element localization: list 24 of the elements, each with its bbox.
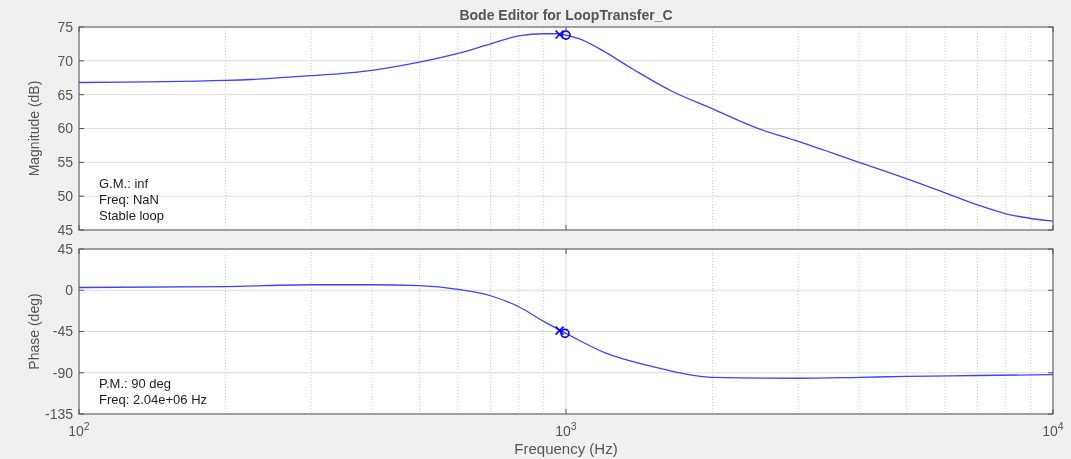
y-tick-label: 45 xyxy=(57,240,74,257)
y-tick-label: -45 xyxy=(52,323,74,340)
y-tick-label: 75 xyxy=(57,18,74,35)
y-tick-label: 45 xyxy=(57,221,74,238)
annotation: Freq: 2.04e+06 Hz xyxy=(99,392,208,407)
y-tick-label: 65 xyxy=(57,86,74,103)
annotation: P.M.: 90 deg xyxy=(99,376,172,391)
y-tick-label: -135 xyxy=(44,405,74,422)
y-tick-label: 60 xyxy=(57,120,74,137)
annotation: G.M.: inf xyxy=(99,176,149,191)
annotation: Freq: NaN xyxy=(99,192,159,207)
y-axis-title: Magnitude (dB) xyxy=(26,80,42,177)
x-tick-label: 10$^{3}$ xyxy=(555,420,577,439)
y-axis-title: Phase (deg) xyxy=(26,293,42,370)
x-tick-label: 10$^{2}$ xyxy=(68,420,90,439)
x-tick-label: 10$^{4}$ xyxy=(1042,420,1064,439)
y-tick-label: -90 xyxy=(52,364,74,381)
y-tick-label: 70 xyxy=(57,52,74,69)
y-tick-label: 50 xyxy=(57,188,74,205)
x-axis-title: Frequency (Hz) xyxy=(514,440,618,457)
chart-title: Bode Editor for LoopTransfer_C xyxy=(459,7,673,23)
y-tick-label: 0 xyxy=(65,282,74,299)
annotation: Stable loop xyxy=(99,208,165,223)
y-tick-label: 55 xyxy=(57,154,74,171)
